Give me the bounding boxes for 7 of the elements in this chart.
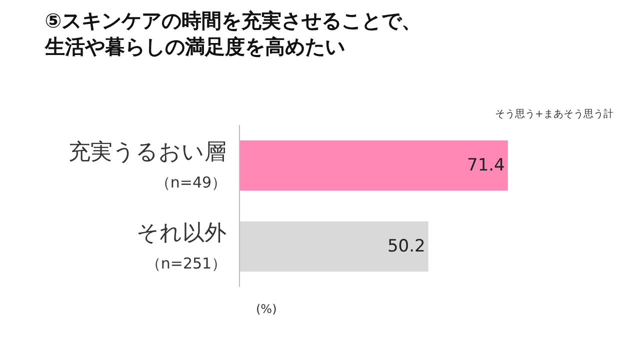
data-label: 71.4 [467,156,505,176]
chart-title: ⑤スキンケアの時間を充実させることで、生活や暮らしの満足度を高めたい [44,8,422,58]
text: そう思う+まあそう思う計 [495,108,614,120]
y-tick-label: 充実うるおい層（n=49） [68,140,227,192]
data-label: 50.2 [387,236,426,256]
y-tick-label: それ以外（n=251） [136,220,227,272]
text: (%) [256,302,277,316]
